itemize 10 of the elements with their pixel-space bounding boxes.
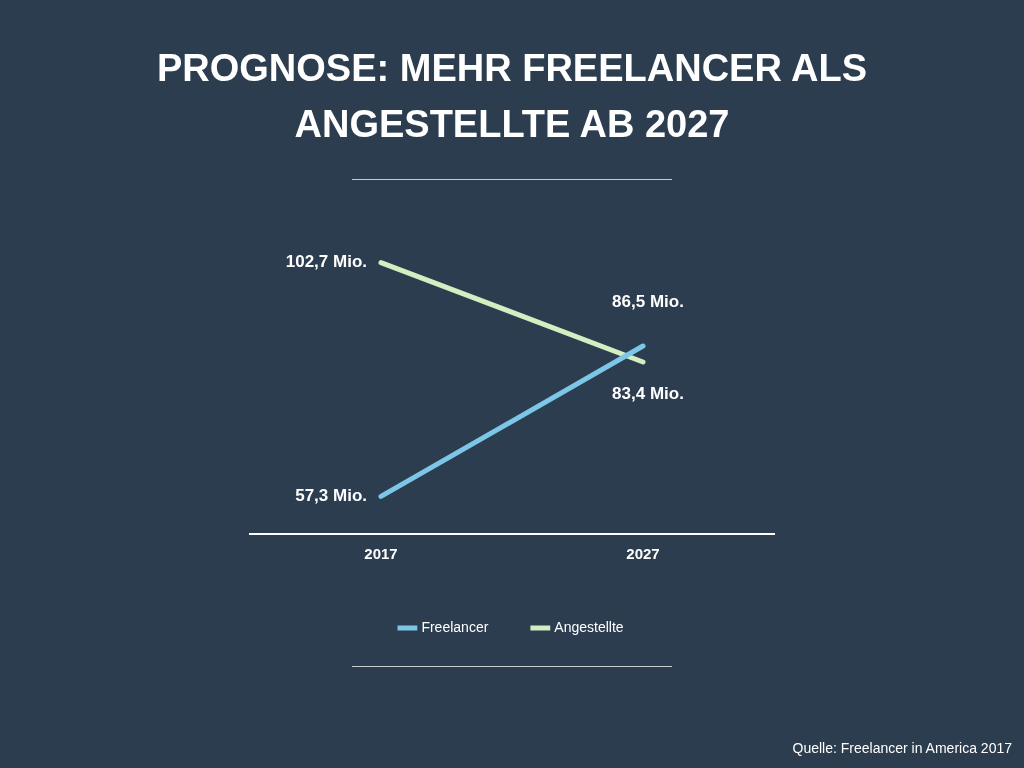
data-label: 57,3 Mio. — [295, 486, 367, 506]
x-tick-label: 2027 — [626, 545, 660, 563]
data-label: 83,4 Mio. — [612, 383, 684, 403]
source-note: Quelle: Freelancer in America 2017 — [792, 740, 1012, 756]
data-label: 102,7 Mio. — [285, 252, 367, 272]
chart-title: PROGNOSE: MEHR FREELANCER ALS ANGESTELLTE AB 2027 — [155, 46, 869, 147]
data-label: 86,5 Mio. — [612, 291, 684, 311]
legend-label: Freelancer — [421, 618, 489, 635]
x-tick-label: 2017 — [364, 545, 398, 563]
legend-label: Angestellte — [554, 618, 624, 635]
